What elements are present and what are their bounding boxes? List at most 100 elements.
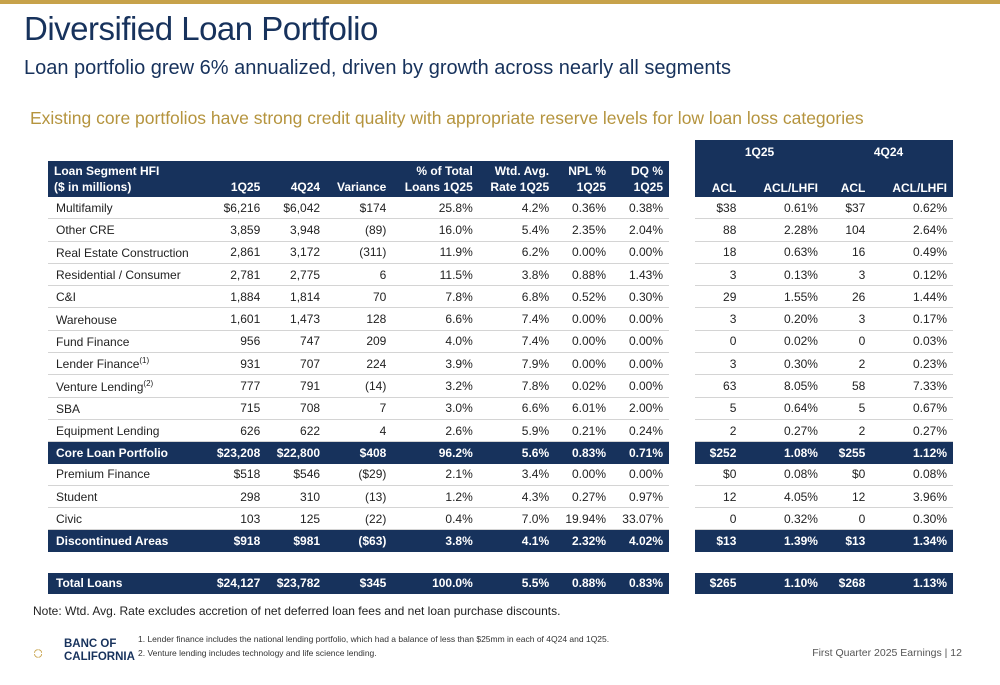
cell-q4: 708 <box>266 397 327 420</box>
cell-rate: 4.1% <box>478 529 556 552</box>
segment-label: Lender Finance(1) <box>48 352 207 376</box>
cell-rate: 3.4% <box>478 463 556 486</box>
cell-q1: $6,216 <box>206 197 267 220</box>
cell-a2: 104 <box>823 218 872 242</box>
cell-pct: 3.2% <box>392 374 479 398</box>
cell-a2: $255 <box>823 441 872 464</box>
cell-dq: 0.30% <box>612 285 669 309</box>
table-row: Real Estate Construction 2,861 3,172 (311) 1… <box>48 241 669 264</box>
spacer-row <box>695 551 953 573</box>
table-row: Premium Finance $518 $546 ($29) 2.1% 3.4% 0.00… <box>48 463 669 486</box>
cell-b1: 1.10% <box>742 572 824 595</box>
table-row: C&I 1,884 1,814 70 7.8% 6.8% 0.52% 0.30% <box>48 285 669 309</box>
total-acl-row: $265 1.10% $268 1.13% <box>695 572 953 595</box>
cell-b2: 7.33% <box>871 374 953 398</box>
cell-q4: 747 <box>266 330 327 354</box>
table-row: Equipment Lending 626 622 4 2.6% 5.9% 0.21% 0.2… <box>48 419 669 443</box>
cell-var: 4 <box>326 419 393 443</box>
segment-label: Other CRE <box>48 218 207 242</box>
table-row: 3 0.30% 2 0.23% <box>695 352 953 376</box>
cell-q4: 1,814 <box>266 285 327 309</box>
table-row: 29 1.55% 26 1.44% <box>695 285 953 309</box>
cell-q1: $23,208 <box>206 441 267 464</box>
page-footer: First Quarter 2025 Earnings | 12 <box>812 647 962 659</box>
header-dq: DQ % 1Q25 <box>612 161 669 197</box>
table-row: 12 4.05% 12 3.96% <box>695 485 953 509</box>
cell-pct: 11.5% <box>392 263 479 287</box>
cell-pct: 7.8% <box>392 285 479 309</box>
header-wtd-avg-rate: Wtd. Avg. Rate 1Q25 <box>478 161 556 197</box>
cell-a1: $252 <box>695 441 743 464</box>
cell-b2: 0.30% <box>871 507 953 531</box>
cell-q4: $6,042 <box>266 197 327 220</box>
cell-pct: 4.0% <box>392 330 479 354</box>
cell-a1: $38 <box>695 197 743 220</box>
cell-var: (13) <box>326 485 393 509</box>
cell-a1: 0 <box>695 330 743 354</box>
cell-q4: $546 <box>266 463 327 486</box>
cell-npl: 19.94% <box>555 507 613 531</box>
highlight-statement: Existing core portfolios have strong cre… <box>30 108 864 128</box>
cell-q4: 1,473 <box>266 307 327 331</box>
header-group-1q25: 1Q25 <box>695 140 824 161</box>
cell-var: ($63) <box>326 529 393 552</box>
cell-a2: 3 <box>823 307 872 331</box>
cell-a2: $268 <box>823 572 872 595</box>
discontinued-acl-row: $13 1.39% $13 1.34% <box>695 529 953 552</box>
cell-npl: 0.00% <box>555 330 613 354</box>
cell-q4: $22,800 <box>266 441 327 464</box>
footnote-note: Note: Wtd. Avg. Rate excludes accretion … <box>33 604 561 618</box>
cell-rate: 4.2% <box>478 197 556 220</box>
cell-b2: 0.49% <box>871 241 953 264</box>
cell-pct: 6.6% <box>392 307 479 331</box>
cell-q4: 3,948 <box>266 218 327 242</box>
segment-label: Real Estate Construction <box>48 241 207 264</box>
cell-rate: 5.6% <box>478 441 556 464</box>
cell-npl: 0.83% <box>555 441 613 464</box>
cell-a2: 2 <box>823 419 872 443</box>
cell-a2: 0 <box>823 330 872 354</box>
table-row: 2 0.27% 2 0.27% <box>695 419 953 443</box>
cell-a1: 0 <box>695 507 743 531</box>
header-acl-lhfi: ACL/LHFI <box>871 161 953 197</box>
footnote-marker: (2) <box>143 378 154 388</box>
table-row: 5 0.64% 5 0.67% <box>695 397 953 420</box>
cell-pct: 96.2% <box>392 441 479 464</box>
cell-b1: 0.64% <box>742 397 824 420</box>
segment-label: Equipment Lending <box>48 419 207 443</box>
cell-npl: 0.52% <box>555 285 613 309</box>
cell-q1: 2,861 <box>206 241 267 264</box>
cell-b1: 0.32% <box>742 507 824 531</box>
spacer-row <box>48 551 669 573</box>
cell-a2: 2 <box>823 352 872 376</box>
cell-rate: 7.8% <box>478 374 556 398</box>
cell-q4: 310 <box>266 485 327 509</box>
cell-npl: 2.32% <box>555 529 613 552</box>
cell-rate: 3.8% <box>478 263 556 287</box>
cell-npl: 0.00% <box>555 307 613 331</box>
cell-pct: 25.8% <box>392 197 479 220</box>
header-acl: ACL <box>695 161 743 197</box>
cell-npl: 6.01% <box>555 397 613 420</box>
cell-dq: 4.02% <box>612 529 669 552</box>
cell-npl: 0.88% <box>555 263 613 287</box>
cell-npl: 0.00% <box>555 241 613 264</box>
table-row: 0 0.02% 0 0.03% <box>695 330 953 354</box>
acl-table: 1Q25 4Q24 ACL ACL/LHFI ACL ACL/LHFI $38 0… <box>695 140 953 595</box>
cell-npl: 0.88% <box>555 572 613 595</box>
cell-npl: 2.35% <box>555 218 613 242</box>
cell-var: 7 <box>326 397 393 420</box>
cell-pct: 2.1% <box>392 463 479 486</box>
cell-rate: 5.4% <box>478 218 556 242</box>
cell-var: (22) <box>326 507 393 531</box>
cell-rate: 5.9% <box>478 419 556 443</box>
cell-a2: $37 <box>823 197 872 220</box>
cell-var: 70 <box>326 285 393 309</box>
cell-npl: 0.36% <box>555 197 613 220</box>
table-row: 3 0.13% 3 0.12% <box>695 263 953 287</box>
header-acl: ACL <box>823 161 872 197</box>
cell-a1: 63 <box>695 374 743 398</box>
header-loan-segment: Loan Segment HFI ($ in millions) <box>48 161 207 197</box>
cell-q4: 622 <box>266 419 327 443</box>
loan-segment-table: Loan Segment HFI ($ in millions) 1Q25 4Q2… <box>48 161 669 595</box>
